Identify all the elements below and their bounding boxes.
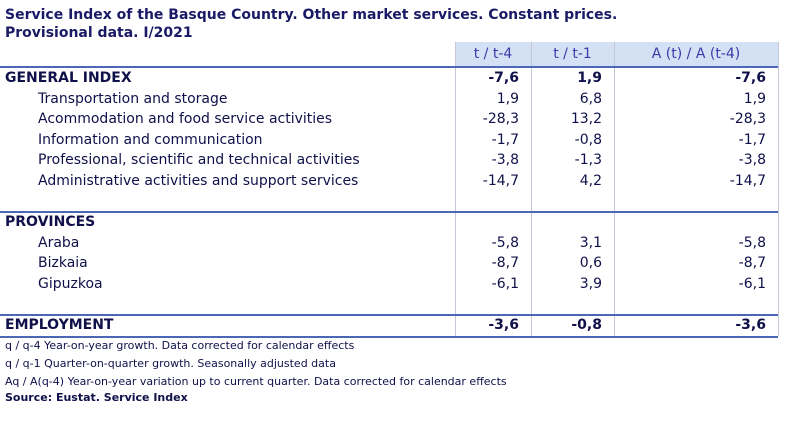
column-separator: [778, 42, 779, 336]
cell-value: -5,8: [738, 234, 766, 251]
cell-value: 1,9: [577, 70, 602, 86]
cell-value: 3,1: [579, 234, 602, 251]
cell-value: -8,7: [491, 255, 519, 271]
header-rule: [0, 66, 778, 68]
cell-value: -6,1: [491, 275, 519, 292]
cell-value: -7,6: [488, 70, 519, 86]
cell-value: 4,2: [579, 172, 602, 189]
cell-value: -14,7: [729, 172, 766, 189]
cell-value: -0,8: [571, 317, 602, 333]
column-header: A (t) / A (t-4): [651, 46, 741, 62]
cell-value: -1,7: [738, 131, 766, 148]
cell-value: -6,1: [738, 275, 766, 292]
row-label: Gipuzkoa: [38, 275, 103, 292]
section-title: GENERAL INDEX: [5, 70, 132, 86]
row-label: Information and communication: [38, 131, 263, 148]
header-cell: [614, 42, 778, 66]
cell-value: -14,7: [482, 172, 519, 189]
cell-value: -0,8: [574, 131, 602, 148]
column-header: t / t-4: [473, 46, 513, 62]
cell-value: -7,6: [735, 70, 766, 86]
row-label: Transportation and storage: [38, 90, 228, 107]
cell-value: 13,2: [570, 111, 602, 127]
row-label: Professional, scientific and technical a…: [38, 152, 360, 168]
title: Service Index of the Basque Country. Oth…: [5, 7, 618, 23]
header-cell: [455, 42, 531, 66]
cell-value: -1,3: [574, 152, 602, 168]
cell-value: -3,6: [488, 317, 519, 333]
cell-value: -3,6: [735, 317, 766, 333]
source: Source: Eustat. Service Index: [5, 391, 188, 404]
footnote: Aq / A(q-4) Year-on-year variation up to…: [5, 375, 507, 388]
cell-value: -8,7: [738, 255, 766, 271]
cell-value: 1,9: [743, 90, 766, 107]
column-header: t / t-1: [553, 46, 592, 62]
cell-value: 0,6: [579, 255, 602, 271]
row-label: Araba: [38, 234, 80, 251]
cell-value: -28,3: [729, 111, 766, 127]
cell-value: 3,9: [579, 275, 602, 292]
section-rule: [0, 314, 778, 316]
title: Provisional data. I/2021: [5, 25, 193, 41]
column-separator: [614, 42, 615, 336]
cell-value: 1,9: [496, 90, 519, 107]
row-label: Bizkaia: [38, 255, 88, 271]
section-title: PROVINCES: [5, 214, 96, 230]
header-cell: [531, 42, 614, 66]
cell-value: -3,8: [738, 152, 766, 168]
column-separator: [455, 42, 456, 336]
cell-value: -3,8: [491, 152, 519, 168]
cell-value: 6,8: [579, 90, 602, 107]
row-label: Administrative activities and support se…: [38, 172, 359, 189]
cell-value: -28,3: [482, 111, 519, 127]
cell-value: -1,7: [491, 131, 519, 148]
cell-value: -5,8: [491, 234, 519, 251]
section-rule: [0, 211, 778, 213]
row-label: Acommodation and food service activities: [38, 111, 333, 127]
section-title: EMPLOYMENT: [5, 317, 114, 333]
footnote: q / q-4 Year-on-year growth. Data correc…: [5, 339, 355, 352]
bottom-rule: [0, 336, 778, 338]
footnote: q / q-1 Quarter-on-quarter growth. Seaso…: [5, 357, 336, 370]
column-separator: [531, 42, 532, 336]
